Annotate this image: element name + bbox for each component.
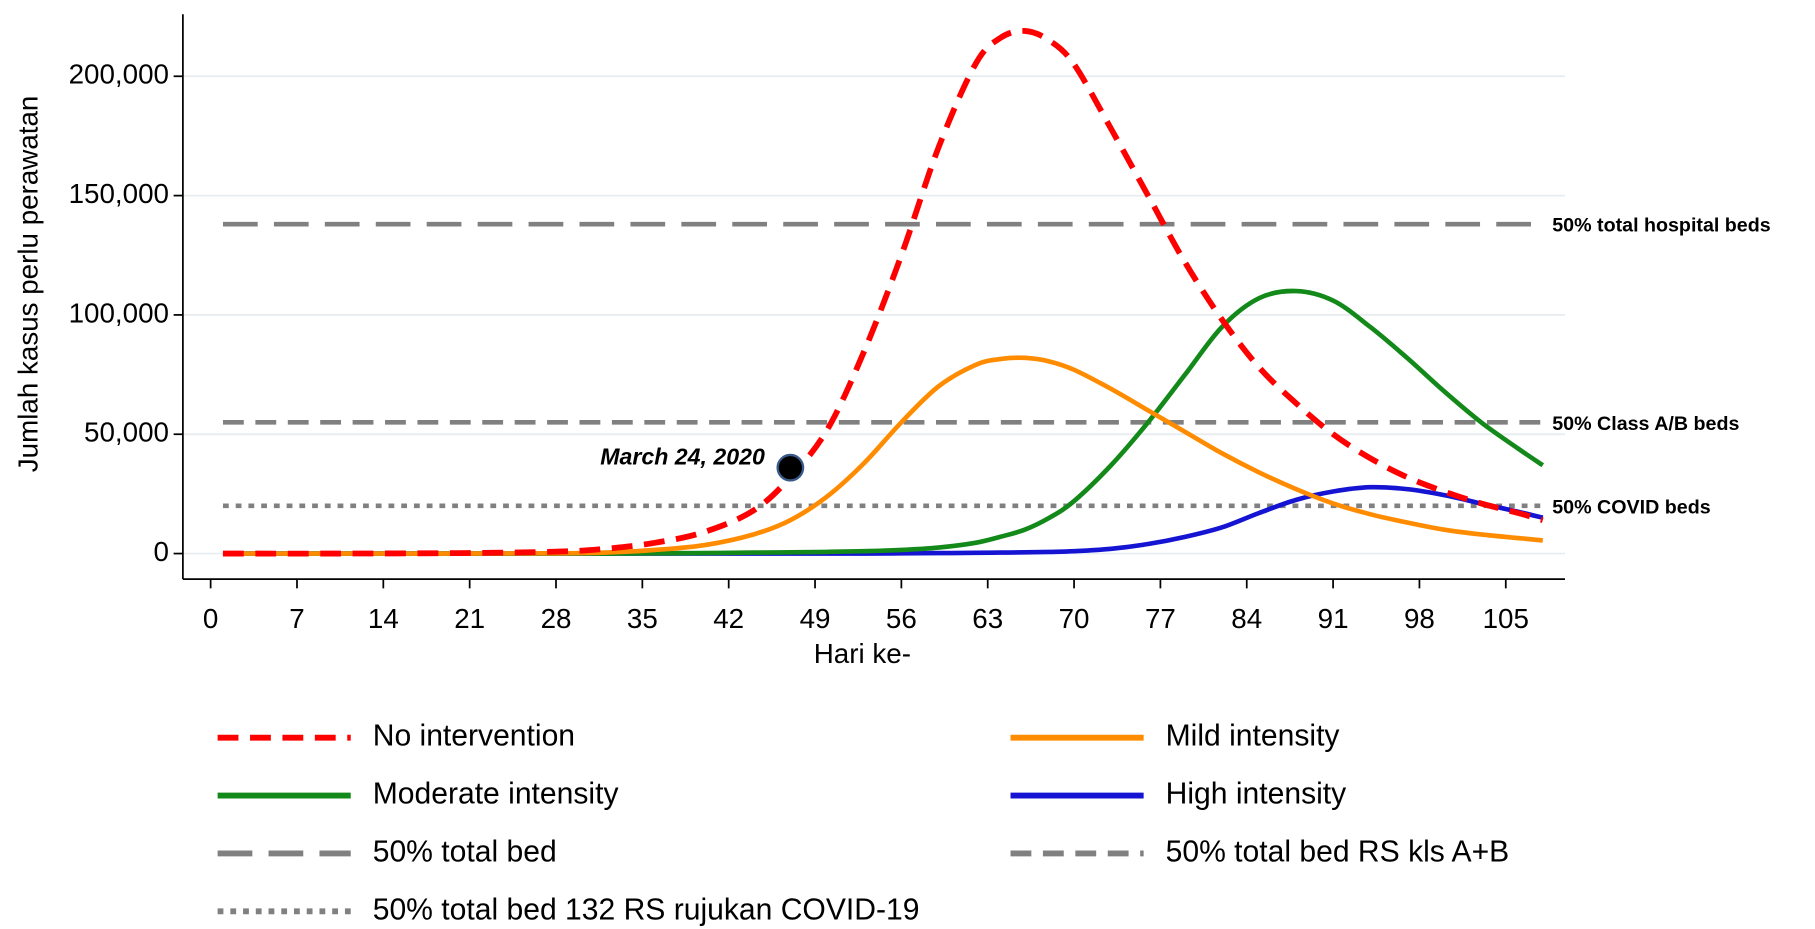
x-tick-label: 28 [541,603,572,634]
x-tick-label: 42 [713,603,744,634]
x-tick-label: 21 [454,603,485,634]
y-tick-label: 0 [154,536,169,567]
x-tick-label: 49 [800,603,831,634]
annotation-dot [776,453,805,482]
series-line [222,355,1543,556]
legend-label: Mild intensity [1166,720,1340,753]
x-axis-title: Hari ke- [814,638,911,669]
x-tick-label: 105 [1483,603,1529,634]
reference-label: 50% Class A/B beds [1552,413,1739,435]
y-tick-label: 50,000 [84,417,169,448]
annotation-text: March 24, 2020 [600,443,765,469]
x-tick-label: 7 [289,603,304,634]
x-tick-label: 77 [1145,603,1176,634]
x-tick-label: 35 [627,603,658,634]
x-tick-label: 63 [972,603,1003,634]
x-tick-label: 14 [368,603,399,634]
legend-label: 50% total bed RS kls A+B [1166,835,1510,868]
x-tick-label: 98 [1404,603,1435,634]
legend-label: 50% total bed 132 RS rujukan COVID-19 [373,893,920,926]
reference-label: 50% COVID beds [1552,496,1710,518]
y-tick-label: 200,000 [69,59,169,90]
legend-label: 50% total bed [373,835,557,868]
x-tick-label: 0 [203,603,218,634]
x-tick-label: 84 [1231,603,1262,634]
x-tick-label: 70 [1059,603,1090,634]
legend-label: High intensity [1166,778,1347,811]
series-line [222,27,1544,557]
reference-label: 50% total hospital beds [1552,215,1771,237]
x-tick-label: 91 [1318,603,1349,634]
y-tick-label: 150,000 [69,178,169,209]
x-tick-label: 56 [886,603,917,634]
y-tick-label: 100,000 [69,297,169,328]
y-axis-title: Jumlah kasus perlu perawatan [12,96,43,473]
legend-label: Moderate intensity [373,778,619,811]
legend-label: No intervention [373,720,575,753]
